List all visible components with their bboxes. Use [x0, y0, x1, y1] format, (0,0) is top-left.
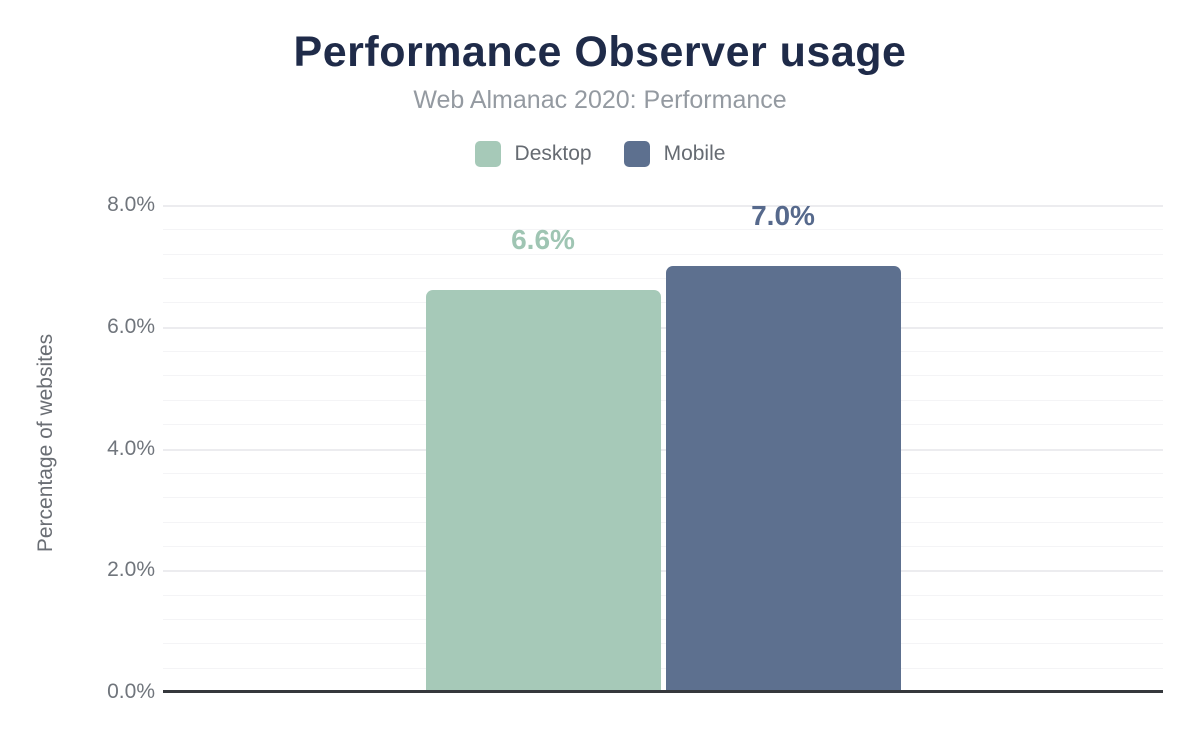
major-gridline [163, 570, 1163, 572]
major-gridline [163, 449, 1163, 451]
y-axis-tick-labels: 8.0% 6.0% 4.0% 2.0% 0.0% [0, 0, 155, 742]
minor-gridline [163, 497, 1163, 498]
y-tick-label: 4.0% [107, 436, 155, 460]
bar-value-label-desktop: 6.6% [511, 224, 575, 255]
bar-desktop [425, 290, 661, 692]
minor-gridline [163, 424, 1163, 425]
x-axis-line [163, 690, 1163, 693]
legend-swatch-desktop-icon [474, 141, 501, 167]
legend-label-desktop: Desktop [514, 142, 592, 165]
legend-label-mobile: Mobile [663, 142, 726, 165]
chart-subtitle: Web Almanac 2020: Performance [413, 86, 787, 114]
y-tick-label: 8.0% [107, 193, 155, 216]
bar-value-label-mobile: 7.0% [751, 200, 815, 231]
bar-mobile [665, 266, 901, 692]
plot-area: 6.6% 7.0% [163, 200, 1163, 692]
minor-gridline [163, 546, 1163, 547]
minor-gridline [163, 351, 1163, 352]
y-tick-label: 6.0% [107, 314, 155, 338]
minor-gridline [163, 375, 1163, 376]
legend-item-mobile: Mobile [623, 141, 726, 167]
major-gridline [163, 327, 1163, 329]
minor-gridline [163, 643, 1163, 644]
major-gridline [163, 205, 1163, 207]
chart-title: Performance Observer usage [293, 28, 907, 76]
minor-gridline [163, 229, 1163, 230]
minor-gridline [163, 302, 1163, 303]
legend: Desktop Mobile [0, 141, 1200, 167]
minor-gridline [163, 522, 1163, 523]
minor-gridline [163, 400, 1163, 401]
minor-gridline [163, 595, 1163, 596]
minor-gridline [163, 254, 1163, 255]
legend-swatch-mobile-icon [623, 141, 650, 167]
minor-gridline [163, 619, 1163, 620]
y-tick-label: 2.0% [107, 558, 155, 582]
minor-gridline [163, 668, 1163, 669]
minor-gridline [163, 278, 1163, 279]
minor-gridline [163, 473, 1163, 474]
legend-item-desktop: Desktop [474, 141, 592, 167]
y-tick-label: 0.0% [107, 680, 155, 703]
